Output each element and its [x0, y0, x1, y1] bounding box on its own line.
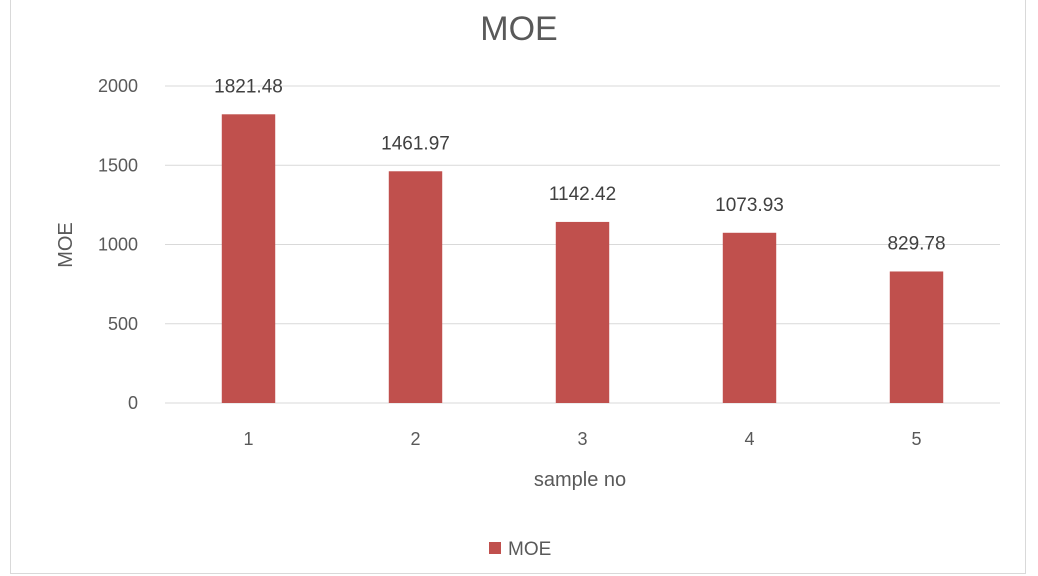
- x-tick-label: 2: [410, 429, 420, 449]
- bars: [221, 114, 944, 404]
- chart-frame: [10, 0, 1026, 574]
- data-label: 1142.42: [549, 184, 616, 205]
- bar: [555, 221, 610, 403]
- y-tick-label: 1000: [98, 235, 138, 255]
- y-axis-title: MOE: [55, 222, 77, 268]
- data-label: 1821.48: [214, 76, 283, 97]
- x-tick-label: 4: [744, 429, 754, 449]
- x-axis-title: sample no: [534, 469, 626, 491]
- data-labels: 1821.48 1461.97 1142.42 1073.93 829.78: [214, 76, 945, 254]
- data-label: 1073.93: [715, 195, 784, 216]
- y-tick-labels: 0 500 1000 1500 2000: [98, 76, 138, 413]
- chart-title: MOE: [480, 10, 557, 48]
- x-tick-label: 1: [243, 429, 253, 449]
- data-label: 1461.97: [381, 133, 450, 154]
- x-tick-label: 5: [911, 429, 921, 449]
- y-tick-label: 500: [108, 314, 138, 334]
- y-tick-label: 2000: [98, 76, 138, 96]
- legend-swatch: [489, 542, 501, 554]
- bar: [889, 271, 944, 403]
- data-label: 829.78: [887, 233, 945, 254]
- y-tick-label: 0: [128, 393, 138, 413]
- bar: [388, 171, 443, 403]
- bar: [221, 114, 276, 404]
- x-tick-label: 3: [577, 429, 587, 449]
- legend-label: MOE: [508, 539, 551, 560]
- legend: MOE: [489, 539, 551, 560]
- x-tick-labels: 1 2 3 4 5: [243, 429, 921, 449]
- y-tick-label: 1500: [98, 155, 138, 175]
- bar: [722, 232, 777, 403]
